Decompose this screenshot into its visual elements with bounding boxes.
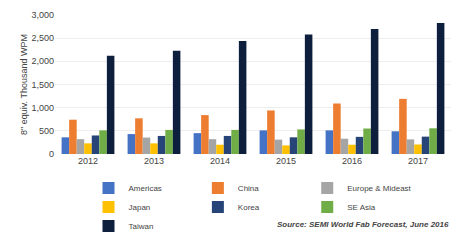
svg-text:Europe & Mideast: Europe & Mideast — [347, 184, 411, 193]
svg-text:2012: 2012 — [78, 156, 98, 166]
svg-text:2,000: 2,000 — [31, 56, 54, 66]
svg-text:8" equiv. Thousand WPM: 8" equiv. Thousand WPM — [19, 34, 29, 135]
svg-text:2016: 2016 — [342, 156, 362, 166]
svg-text:2017: 2017 — [408, 156, 428, 166]
svg-text:1,500: 1,500 — [31, 80, 54, 90]
svg-text:Japan: Japan — [129, 203, 151, 212]
svg-text:2,500: 2,500 — [31, 33, 54, 43]
svg-text:Taiwan: Taiwan — [129, 222, 154, 231]
svg-text:2014: 2014 — [210, 156, 230, 166]
svg-text:Source: SEMI World Fab Forecas: Source: SEMI World Fab Forecast, June 20… — [277, 220, 449, 229]
svg-text:1,000: 1,000 — [31, 103, 54, 113]
svg-text:3,000: 3,000 — [31, 10, 54, 20]
svg-text:500: 500 — [39, 126, 54, 136]
svg-text:SE Asia: SE Asia — [347, 203, 376, 212]
svg-text:0: 0 — [49, 149, 54, 159]
svg-text:2015: 2015 — [276, 156, 296, 166]
svg-text:2013: 2013 — [144, 156, 164, 166]
svg-text:Korea: Korea — [238, 203, 260, 212]
svg-text:Americas: Americas — [129, 184, 162, 193]
svg-text:China: China — [238, 184, 259, 193]
